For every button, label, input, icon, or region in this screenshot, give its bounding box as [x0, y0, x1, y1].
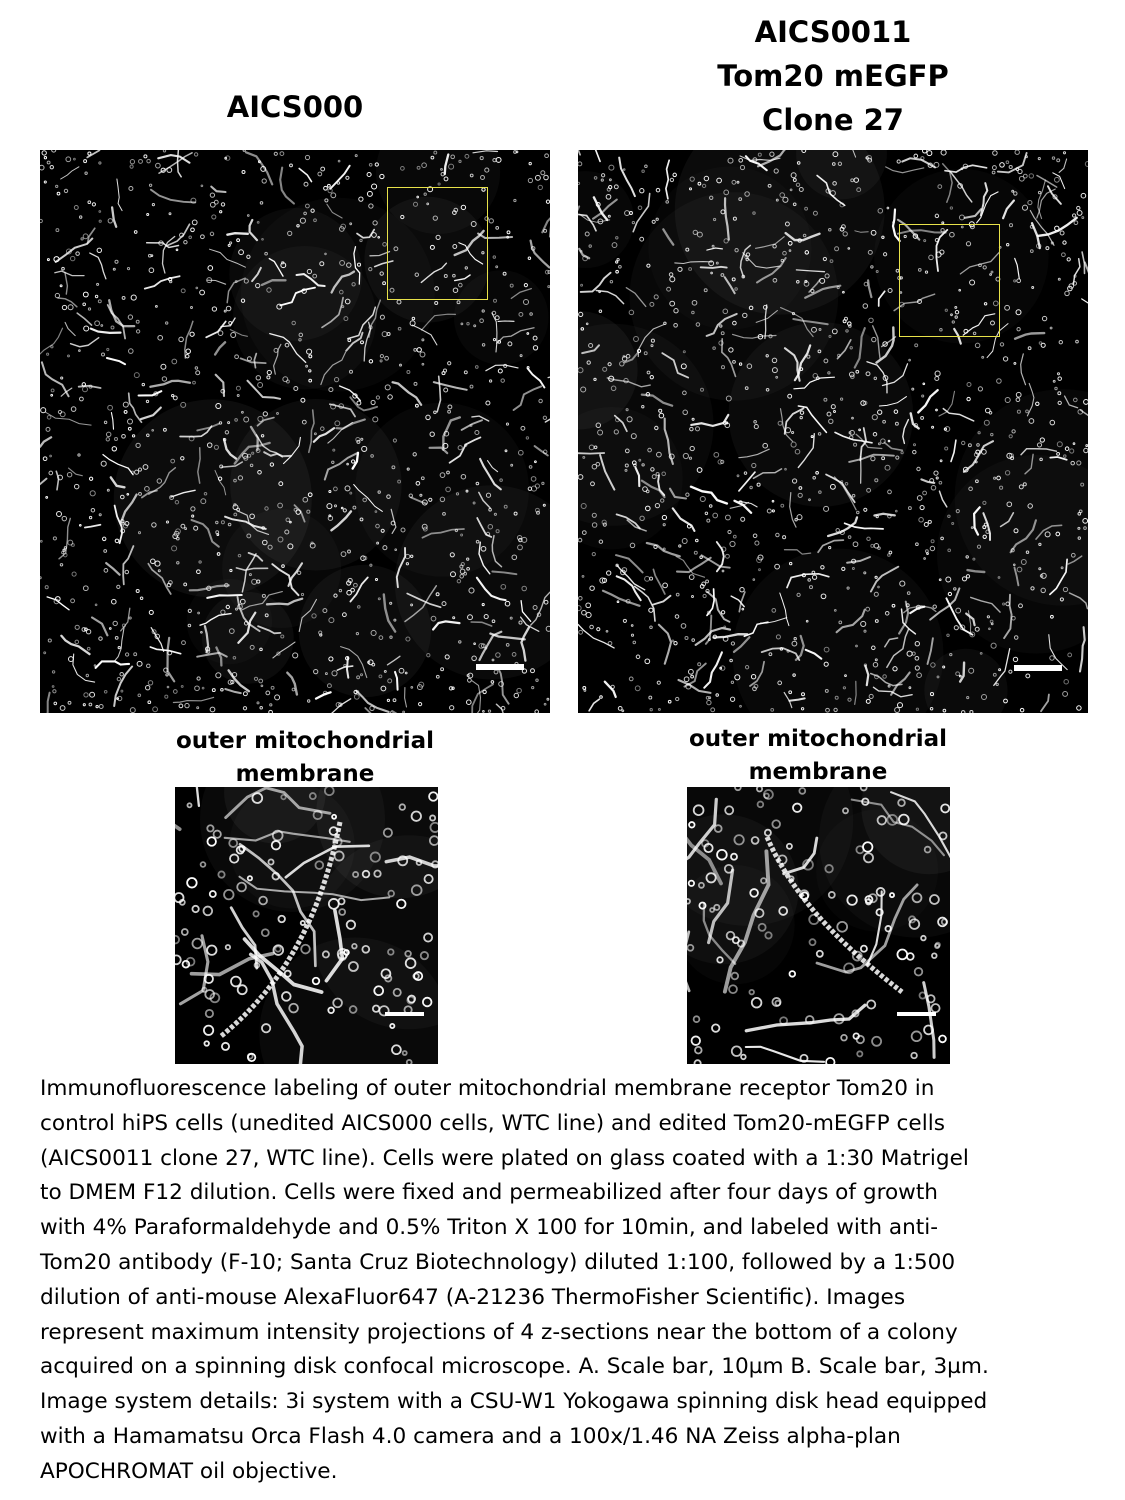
caption-line: with 4% Paraformaldehyde and 0.5% Triton…: [40, 1215, 939, 1241]
caption-line: to DMEM F12 dilution. Cells were fixed a…: [40, 1180, 938, 1206]
mitochondria-texture-zoom: [175, 787, 438, 1064]
inset-region-box: [899, 224, 1000, 337]
figure-caption: Immunofluorescence labeling of outer mit…: [40, 1072, 1085, 1490]
right-inset-label: outer mitochondrial membrane: [553, 722, 1083, 789]
label-line-2: membrane: [748, 759, 888, 785]
caption-line: Immunofluorescence labeling of outer mit…: [40, 1076, 935, 1101]
mitochondria-texture: [40, 150, 550, 713]
micrograph-aics0011-inset: [687, 787, 950, 1064]
label-line-1: outer mitochondrial: [688, 726, 948, 752]
left-inset-label: outer mitochondrial membrane: [40, 724, 570, 791]
caption-line: with a Hamamatsu Orca Flash 4.0 camera a…: [40, 1423, 901, 1449]
inset-region-box: [387, 187, 488, 300]
micrograph-aics000-overview: [40, 150, 550, 713]
caption-line: acquired on a spinning disk confocal mic…: [40, 1354, 989, 1380]
scale-bar: [1014, 665, 1062, 671]
label-line-1: outer mitochondrial: [175, 728, 435, 754]
right-panel-title: AICS0011 Tom20 mEGFP Clone 27: [578, 10, 1088, 142]
scale-bar: [897, 1012, 936, 1016]
right-title-line-1: AICS0011: [754, 15, 912, 49]
mitochondria-texture: [578, 150, 1088, 713]
right-title-line-2: Tom20 mEGFP: [717, 59, 949, 93]
scale-bar: [476, 664, 524, 670]
mitochondria-texture-zoom: [687, 787, 950, 1064]
caption-line: Tom20 antibody (F-10; Santa Cruz Biotech…: [40, 1249, 956, 1275]
caption-line: represent maximum intensity projections …: [40, 1319, 958, 1345]
left-panel-title: AICS000: [226, 90, 364, 124]
micrograph-aics000-inset: [175, 787, 438, 1064]
scale-bar: [385, 1012, 424, 1016]
right-title-line-3: Clone 27: [762, 103, 904, 137]
caption-line: APOCHROMAT oil objective.: [40, 1458, 338, 1484]
caption-line: Image system details: 3i system with a C…: [40, 1389, 988, 1415]
micrograph-aics0011-overview: [578, 150, 1088, 713]
caption-line: (AICS0011 clone 27, WTC line). Cells wer…: [40, 1145, 969, 1171]
caption-line: dilution of anti-mouse AlexaFluor647 (A-…: [40, 1284, 906, 1310]
label-line-2: membrane: [235, 761, 375, 787]
caption-line: control hiPS cells (unedited AICS000 cel…: [40, 1110, 945, 1136]
